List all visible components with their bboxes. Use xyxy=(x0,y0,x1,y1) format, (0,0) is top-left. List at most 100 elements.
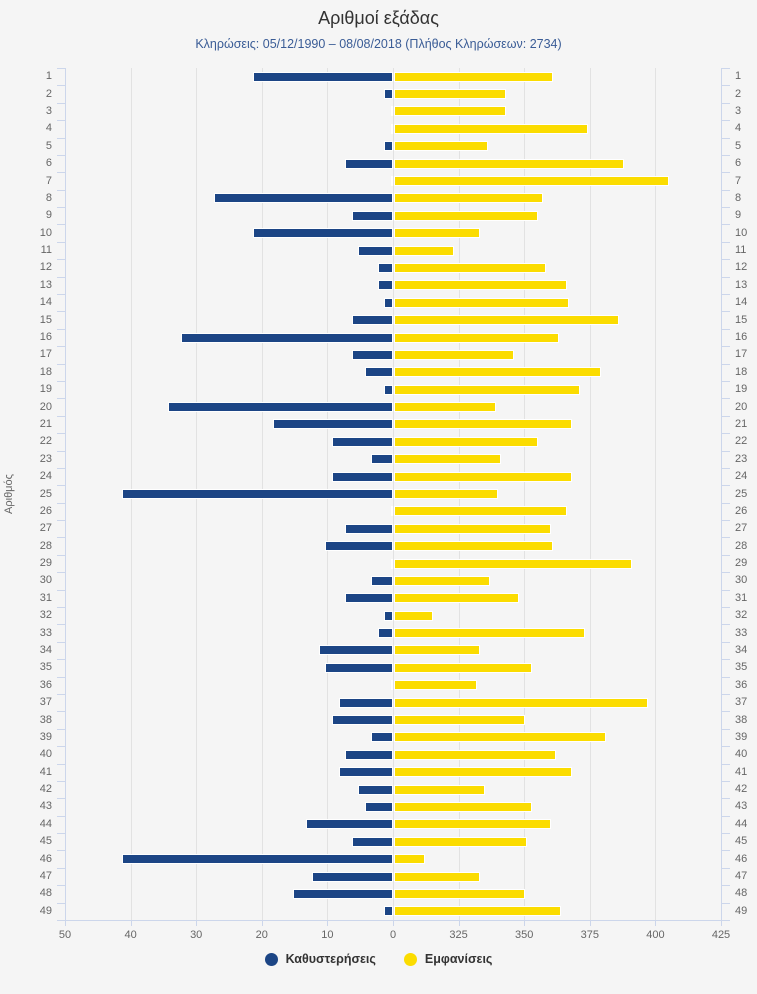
delay-bar[interactable] xyxy=(390,506,393,517)
delay-bar[interactable] xyxy=(384,384,393,395)
appearances-bar[interactable] xyxy=(394,697,648,708)
appearances-bar[interactable] xyxy=(394,471,572,482)
appearances-bar[interactable] xyxy=(394,367,601,378)
delay-bar[interactable] xyxy=(390,176,393,187)
appearances-bar[interactable] xyxy=(394,871,480,882)
delay-bar[interactable] xyxy=(390,558,393,569)
delay-bar[interactable] xyxy=(390,123,393,134)
delay-bar[interactable] xyxy=(338,697,393,708)
appearances-bar[interactable] xyxy=(394,489,499,499)
appearances-bar[interactable] xyxy=(394,645,480,656)
delay-bar[interactable] xyxy=(384,141,393,152)
appearances-bar[interactable] xyxy=(394,523,551,534)
appearances-bar[interactable] xyxy=(394,297,570,308)
appearances-bar[interactable] xyxy=(394,193,543,204)
delay-bar[interactable] xyxy=(364,801,393,812)
delay-bar[interactable] xyxy=(384,297,393,308)
delay-bar[interactable] xyxy=(351,349,393,360)
appearances-bar[interactable] xyxy=(394,593,520,604)
appearances-bar[interactable] xyxy=(394,628,585,639)
appearances-bar[interactable] xyxy=(394,419,572,430)
appearances-bar[interactable] xyxy=(394,506,567,517)
appearances-bar[interactable] xyxy=(394,280,567,291)
delay-bar[interactable] xyxy=(358,784,393,795)
appearances-bar[interactable] xyxy=(394,245,454,256)
appearances-bar[interactable] xyxy=(394,123,588,134)
delay-bar[interactable] xyxy=(272,419,393,430)
appearances-bar[interactable] xyxy=(394,767,572,778)
appearances-bar[interactable] xyxy=(394,541,554,552)
appearances-bar[interactable] xyxy=(394,402,496,413)
delay-bar[interactable] xyxy=(351,315,393,326)
delay-bar[interactable] xyxy=(312,871,393,882)
appearances-bar[interactable] xyxy=(394,176,669,187)
delay-bar[interactable] xyxy=(377,262,393,273)
appearances-bar[interactable] xyxy=(394,662,533,673)
delay-bar[interactable] xyxy=(318,645,393,656)
appearances-bar[interactable] xyxy=(394,680,478,691)
appearances-bar[interactable] xyxy=(394,575,491,586)
delay-bar[interactable] xyxy=(253,71,393,82)
appearances-bar[interactable] xyxy=(394,454,501,465)
delay-bar[interactable] xyxy=(345,523,393,534)
delay-bar[interactable] xyxy=(351,836,393,847)
appearances-bar[interactable] xyxy=(394,854,425,865)
appearances-bar[interactable] xyxy=(394,732,606,743)
appearances-bar[interactable] xyxy=(394,715,525,726)
appearances-bar[interactable] xyxy=(394,836,528,847)
appearances-bar[interactable] xyxy=(394,228,480,239)
delay-bar[interactable] xyxy=(384,906,393,917)
appearances-bar[interactable] xyxy=(394,749,557,760)
delay-bar[interactable] xyxy=(338,767,393,778)
delay-bar[interactable] xyxy=(371,454,393,465)
appearances-bar[interactable] xyxy=(394,210,538,221)
delay-bar[interactable] xyxy=(345,158,393,169)
delay-bar[interactable] xyxy=(384,89,393,100)
legend-item-delays[interactable]: Καθυστερήσεις xyxy=(264,952,376,966)
appearances-bar[interactable] xyxy=(394,349,515,360)
appearances-bar[interactable] xyxy=(394,158,625,169)
appearances-bar[interactable] xyxy=(394,89,507,100)
appearances-bar[interactable] xyxy=(394,315,620,326)
delay-bar[interactable] xyxy=(167,402,393,413)
delay-bar[interactable] xyxy=(390,680,393,691)
delay-bar[interactable] xyxy=(253,228,393,239)
delay-bar[interactable] xyxy=(122,854,393,865)
delay-bar[interactable] xyxy=(331,471,393,482)
delay-bar[interactable] xyxy=(331,715,393,726)
delay-bar[interactable] xyxy=(371,732,393,743)
delay-bar[interactable] xyxy=(384,610,393,621)
delay-bar[interactable] xyxy=(364,367,393,378)
delay-bar[interactable] xyxy=(377,280,393,291)
appearances-bar[interactable] xyxy=(394,784,486,795)
delay-bar[interactable] xyxy=(181,332,393,343)
appearances-bar[interactable] xyxy=(394,106,507,117)
delay-bar[interactable] xyxy=(371,575,393,586)
delay-bar[interactable] xyxy=(331,436,393,447)
appearances-bar[interactable] xyxy=(394,819,551,830)
delay-bar[interactable] xyxy=(292,888,393,899)
delay-bar[interactable] xyxy=(377,628,393,639)
delay-bar[interactable] xyxy=(325,662,393,673)
appearances-bar[interactable] xyxy=(394,801,533,812)
delay-bar[interactable] xyxy=(390,106,393,117)
appearances-bar[interactable] xyxy=(394,610,433,621)
delay-bar[interactable] xyxy=(345,593,393,604)
delay-bar[interactable] xyxy=(351,210,393,221)
delay-bar[interactable] xyxy=(358,245,393,256)
delay-bar[interactable] xyxy=(345,749,393,760)
appearances-bar[interactable] xyxy=(394,558,633,569)
appearances-bar[interactable] xyxy=(394,906,562,917)
delay-bar[interactable] xyxy=(213,193,393,204)
delay-bar[interactable] xyxy=(305,819,393,830)
appearances-bar[interactable] xyxy=(394,436,538,447)
appearances-bar[interactable] xyxy=(394,332,559,343)
appearances-bar[interactable] xyxy=(394,888,525,899)
appearances-bar[interactable] xyxy=(394,141,488,152)
delay-bar[interactable] xyxy=(122,489,393,499)
delay-bar[interactable] xyxy=(325,541,393,552)
appearances-bar[interactable] xyxy=(394,262,546,273)
legend-item-appearances[interactable]: Εμφανίσεις xyxy=(403,952,492,966)
appearances-bar[interactable] xyxy=(394,71,554,82)
appearances-bar[interactable] xyxy=(394,384,580,395)
